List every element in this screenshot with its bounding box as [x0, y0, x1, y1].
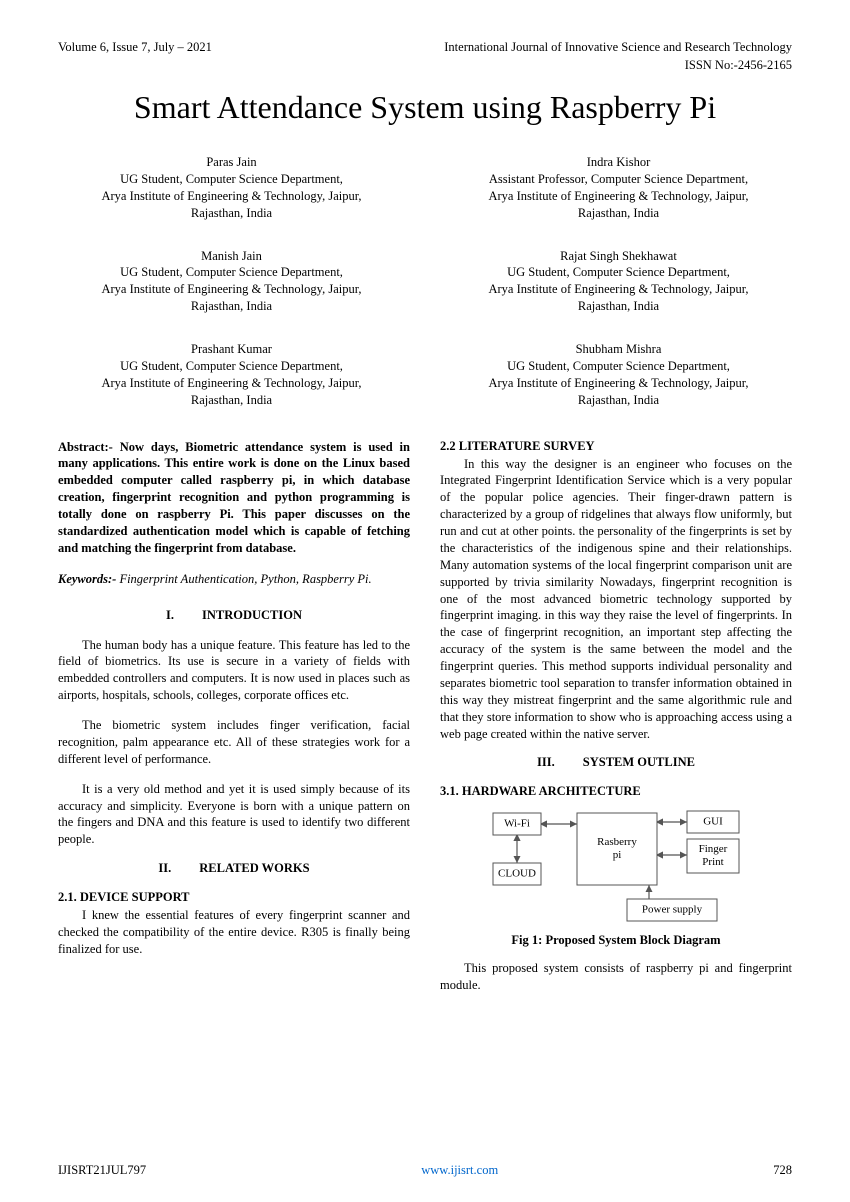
para: The human body has a unique feature. Thi…	[58, 637, 410, 705]
author-loc: Rajasthan, India	[445, 392, 792, 409]
svg-text:CLOUD: CLOUD	[498, 868, 536, 880]
svg-text:Wi-Fi: Wi-Fi	[504, 818, 530, 830]
keywords-label: Keywords:-	[58, 572, 116, 586]
subsection-2-1: 2.1. DEVICE SUPPORT	[58, 890, 410, 905]
page-footer: IJISRT21JUL797 www.ijisrt.com 728	[58, 1163, 792, 1178]
author-name: Manish Jain	[58, 248, 405, 265]
author-inst: Arya Institute of Engineering & Technolo…	[445, 188, 792, 205]
keywords: Keywords:- Fingerprint Authentication, P…	[58, 571, 410, 588]
section-num: II.	[158, 861, 171, 876]
author-block: Shubham Mishra UG Student, Computer Scie…	[445, 341, 792, 409]
keywords-text: Fingerprint Authentication, Python, Rasp…	[116, 572, 371, 586]
subsection-3-1: 3.1. HARDWARE ARCHITECTURE	[440, 784, 792, 799]
author-block: Manish Jain UG Student, Computer Science…	[58, 248, 405, 316]
abstract: Abstract:- Now days, Biometric attendanc…	[58, 439, 410, 557]
svg-text:Print: Print	[702, 856, 723, 868]
author-block: Prashant Kumar UG Student, Computer Scie…	[58, 341, 405, 409]
author-loc: Rajasthan, India	[58, 205, 405, 222]
author-loc: Rajasthan, India	[58, 392, 405, 409]
section-title: RELATED WORKS	[199, 861, 309, 875]
author-inst: Arya Institute of Engineering & Technolo…	[58, 281, 405, 298]
author-role: UG Student, Computer Science Department,	[445, 358, 792, 375]
block-diagram-svg: Wi-Fi CLOUD Rasberrypi GUI FingerPrint Power …	[481, 805, 751, 927]
author-inst: Arya Institute of Engineering & Technolo…	[445, 281, 792, 298]
svg-text:pi: pi	[613, 849, 622, 861]
subsection-2-2: 2.2 LITERATURE SURVEY	[440, 439, 792, 454]
author-role: UG Student, Computer Science Department,	[445, 264, 792, 281]
footer-left: IJISRT21JUL797	[58, 1163, 146, 1178]
footer-page-number: 728	[773, 1163, 792, 1178]
issn: ISSN No:-2456-2165	[58, 58, 792, 73]
author-inst: Arya Institute of Engineering & Technolo…	[58, 188, 405, 205]
figure-1: Wi-Fi CLOUD Rasberrypi GUI FingerPrint Power …	[440, 805, 792, 927]
body-columns: Abstract:- Now days, Biometric attendanc…	[58, 439, 792, 1008]
header-left: Volume 6, Issue 7, July – 2021	[58, 40, 212, 55]
author-name: Rajat Singh Shekhawat	[445, 248, 792, 265]
header-right: International Journal of Innovative Scie…	[444, 40, 792, 55]
author-role: UG Student, Computer Science Department,	[58, 358, 405, 375]
svg-text:Finger: Finger	[699, 843, 728, 855]
para: It is a very old method and yet it is us…	[58, 781, 410, 849]
para: The biometric system includes finger ver…	[58, 717, 410, 768]
author-role: UG Student, Computer Science Department,	[58, 171, 405, 188]
section-title: SYSTEM OUTLINE	[583, 755, 695, 769]
author-loc: Rajasthan, India	[445, 298, 792, 315]
footer-link[interactable]: www.ijisrt.com	[421, 1163, 498, 1178]
author-name: Shubham Mishra	[445, 341, 792, 358]
author-loc: Rajasthan, India	[58, 298, 405, 315]
author-loc: Rajasthan, India	[445, 205, 792, 222]
authors-grid: Paras Jain UG Student, Computer Science …	[58, 154, 792, 409]
svg-text:Power supply: Power supply	[642, 904, 703, 916]
paper-title: Smart Attendance System using Raspberry …	[58, 89, 792, 126]
figure-1-caption: Fig 1: Proposed System Block Diagram	[440, 933, 792, 948]
author-block: Rajat Singh Shekhawat UG Student, Comput…	[445, 248, 792, 316]
para: I knew the essential features of every f…	[58, 907, 410, 958]
author-inst: Arya Institute of Engineering & Technolo…	[445, 375, 792, 392]
section-num: I.	[166, 608, 174, 623]
author-name: Paras Jain	[58, 154, 405, 171]
section-num: III.	[537, 755, 555, 770]
author-block: Indra Kishor Assistant Professor, Comput…	[445, 154, 792, 222]
section-2-head: II. RELATED WORKS	[58, 861, 410, 876]
author-inst: Arya Institute of Engineering & Technolo…	[58, 375, 405, 392]
right-column: 2.2 LITERATURE SURVEY In this way the de…	[440, 439, 792, 1008]
author-name: Prashant Kumar	[58, 341, 405, 358]
author-role: Assistant Professor, Computer Science De…	[445, 171, 792, 188]
section-3-head: III. SYSTEM OUTLINE	[440, 755, 792, 770]
svg-text:Rasberry: Rasberry	[597, 836, 637, 848]
section-1-head: I. INTRODUCTION	[58, 608, 410, 623]
author-role: UG Student, Computer Science Department,	[58, 264, 405, 281]
left-column: Abstract:- Now days, Biometric attendanc…	[58, 439, 410, 1008]
author-block: Paras Jain UG Student, Computer Science …	[58, 154, 405, 222]
para: In this way the designer is an engineer …	[440, 456, 792, 743]
section-title: INTRODUCTION	[202, 608, 302, 622]
running-header: Volume 6, Issue 7, July – 2021 Internati…	[58, 40, 792, 55]
svg-text:GUI: GUI	[703, 816, 723, 828]
author-name: Indra Kishor	[445, 154, 792, 171]
para: This proposed system consists of raspber…	[440, 960, 792, 994]
